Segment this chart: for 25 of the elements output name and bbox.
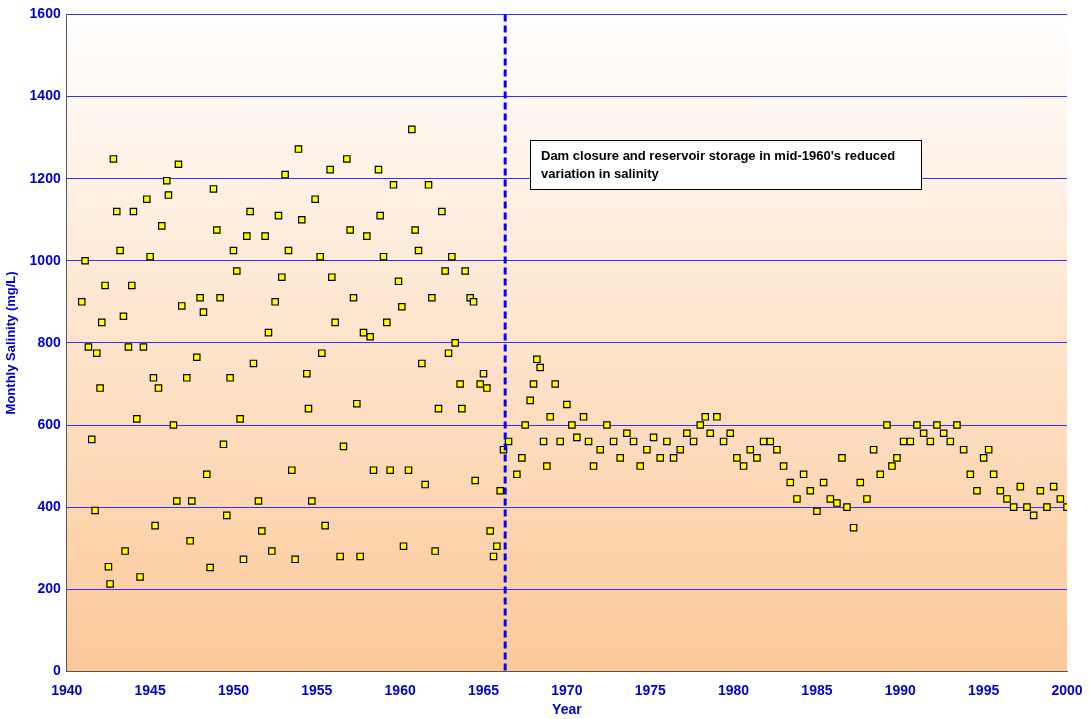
x-tick-label: 1940	[51, 681, 83, 698]
x-tick-label: 1960	[384, 681, 416, 698]
y-tick-label: 600	[37, 415, 61, 432]
y-tick-label: 1600	[29, 5, 61, 22]
x-tick-label: 1990	[884, 681, 917, 698]
y-tick-label: 1200	[29, 169, 61, 186]
y-tick-label: 0	[52, 662, 61, 679]
x-tick-label: 1955	[301, 681, 333, 698]
x-tick-label: 1985	[801, 681, 833, 698]
x-tick-label: 2000	[1051, 681, 1083, 698]
annotation: Dam closure and reservoir storage in mid-1960's reduced variation in salinity	[530, 140, 922, 190]
y-tick-label: 1400	[29, 87, 61, 104]
y-axis-title: Monthly Salinity (mg/L)	[3, 271, 19, 415]
x-axis-title: Year	[552, 701, 583, 718]
x-tick-label: 1950	[217, 681, 250, 698]
y-tick-label: 200	[37, 580, 61, 597]
y-tick-label: 1000	[29, 251, 61, 268]
x-tick-label: 1945	[134, 681, 166, 698]
x-tick-label: 1965	[467, 681, 500, 698]
x-tick-label: 1995	[968, 681, 1000, 698]
x-tick-label: 1975	[634, 681, 667, 698]
x-tick-label: 1970	[551, 681, 583, 698]
x-tick-label: 1980	[718, 681, 750, 698]
y-tick-label: 800	[37, 333, 61, 350]
y-tick-label: 400	[37, 498, 61, 515]
